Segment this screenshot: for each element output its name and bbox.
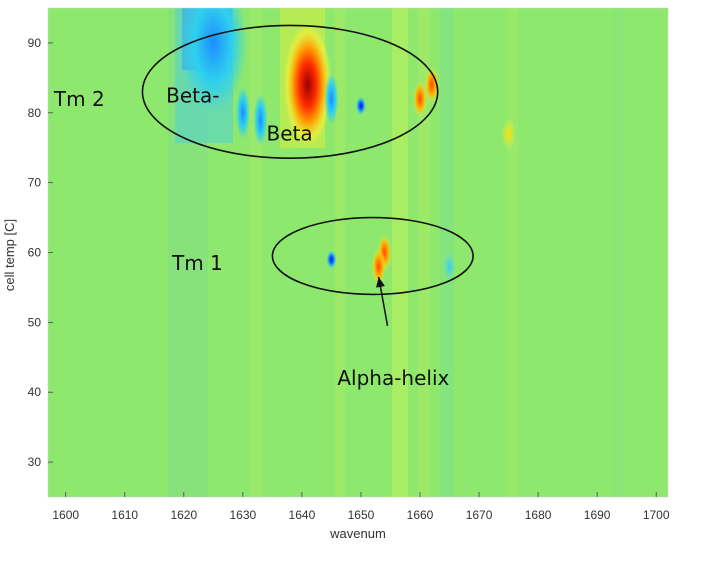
x-tick-label: 1640 (289, 508, 316, 522)
x-tick-label: 1610 (111, 508, 138, 522)
annotation-text: Beta- (166, 83, 219, 107)
heatmap-feature (179, 8, 248, 113)
annotation-text: Beta (266, 122, 312, 146)
heatmap-feature (443, 252, 456, 281)
y-tick-label: 30 (28, 455, 42, 469)
x-tick-label: 1600 (52, 508, 79, 522)
heatmap-feature (326, 250, 337, 269)
y-tick-label: 50 (28, 315, 42, 329)
annotation-text: Tm 2 (53, 87, 105, 111)
y-axis-label: cell temp [C] (2, 219, 17, 291)
annotation-layer: Tm 2 Beta- Beta Tm 1 Alpha-helix (53, 24, 474, 390)
heatmap-feature (413, 80, 427, 117)
y-tick-label: 70 (28, 176, 42, 190)
x-axis-label: wavenum (329, 526, 386, 541)
heatmap-feature (424, 66, 439, 103)
x-tick-label: 1700 (643, 508, 670, 522)
heatmap-features (179, 8, 516, 285)
x-tick-label: 1660 (407, 508, 434, 522)
x-axis: 1600 1610 1620 1630 1640 1650 1660 1670 1680 1690… (52, 492, 670, 522)
heatmap-feature (355, 96, 366, 115)
heatmap-feature (371, 248, 386, 285)
heatmap-feature (501, 117, 516, 150)
heatmap-feature (324, 72, 339, 125)
arrow-head (376, 276, 385, 288)
annotation-text: Tm 1 (171, 251, 223, 275)
y-tick-label: 60 (28, 246, 42, 260)
annotation-ellipse (141, 24, 439, 159)
y-tick-label: 90 (28, 36, 42, 50)
plot-background (48, 8, 668, 497)
heatmap-feature (253, 93, 268, 146)
heatmap-feature (235, 86, 250, 139)
annotation-text: Alpha-helix (337, 366, 449, 390)
y-tick-label: 40 (28, 385, 42, 399)
x-tick-label: 1650 (348, 508, 375, 522)
y-axis: 30 40 50 60 70 80 90 (28, 36, 53, 469)
x-tick-label: 1670 (466, 508, 493, 522)
x-tick-label: 1680 (525, 508, 552, 522)
x-tick-label: 1630 (230, 508, 257, 522)
annotation-ellipse (271, 216, 474, 296)
x-tick-label: 1690 (584, 508, 611, 522)
y-tick-label: 80 (28, 106, 42, 120)
plot-area (47, 7, 669, 498)
x-tick-label: 1620 (170, 508, 197, 522)
heatmap-feature (283, 22, 332, 147)
